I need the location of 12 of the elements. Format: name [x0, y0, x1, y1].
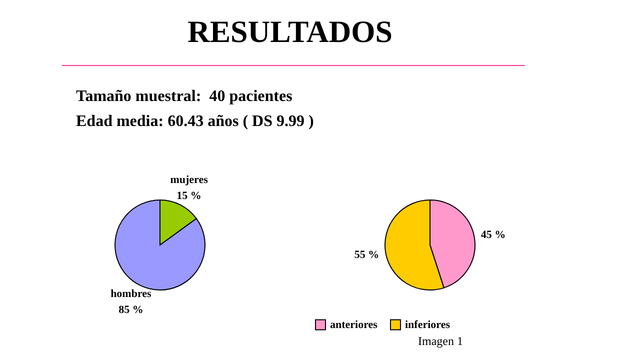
- text: Imagen 1: [418, 334, 463, 349]
- chart-subtitle: Tamaño muestral: 40 pacientes Edad media: 60.43 años ( DS 9.99 ): [76, 87, 314, 132]
- data-label: 55 %: [354, 249, 380, 262]
- data-label: 15 %: [176, 190, 202, 202]
- pie-slice: [114, 200, 206, 290]
- data-label: 85 %: [118, 304, 144, 316]
- text: RESULTADOS: [186, 14, 394, 50]
- legend-label: anteriores: [330, 318, 378, 331]
- slice-label: mujeres: [170, 174, 209, 186]
- data-label: 45 %: [480, 228, 506, 241]
- legend-label: inferiores: [405, 318, 451, 331]
- slice-label: hombres: [110, 288, 152, 300]
